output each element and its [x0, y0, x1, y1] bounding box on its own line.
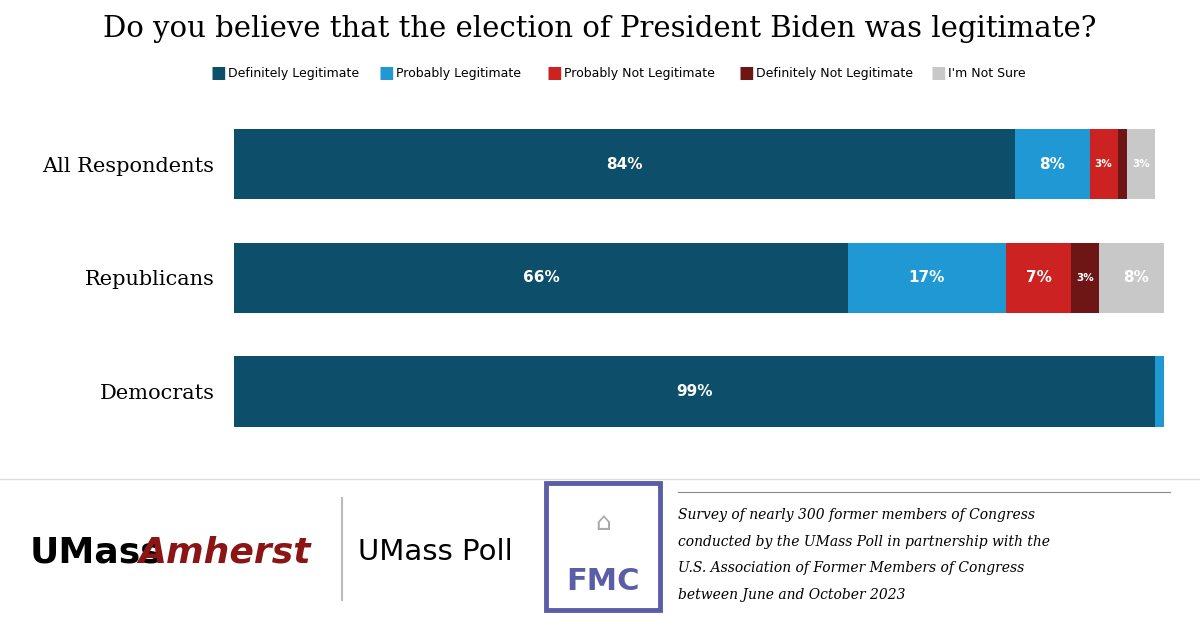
Text: 3%: 3% — [1132, 159, 1150, 169]
Text: I'm Not Sure: I'm Not Sure — [948, 67, 1026, 79]
Text: 3%: 3% — [1094, 159, 1112, 169]
Text: 8%: 8% — [1039, 157, 1066, 171]
Text: FMC: FMC — [566, 567, 640, 596]
Text: ■: ■ — [546, 64, 562, 82]
Text: ⌂: ⌂ — [595, 511, 611, 535]
Bar — [1154, 356, 1164, 427]
Text: conducted by the UMass Poll in partnership with the: conducted by the UMass Poll in partnersh… — [678, 535, 1050, 549]
Text: UMass: UMass — [30, 535, 163, 570]
Text: Definitely Not Legitimate: Definitely Not Legitimate — [756, 67, 913, 79]
Text: Probably Not Legitimate: Probably Not Legitimate — [564, 67, 715, 79]
Bar — [1090, 129, 1117, 199]
Bar — [1015, 129, 1090, 199]
Text: Do you believe that the election of President Biden was legitimate?: Do you believe that the election of Pres… — [103, 15, 1097, 43]
Bar — [1099, 243, 1174, 313]
Text: U.S. Association of Former Members of Congress: U.S. Association of Former Members of Co… — [678, 561, 1025, 575]
Bar — [848, 243, 1006, 313]
Text: 17%: 17% — [908, 271, 946, 285]
Text: 8%: 8% — [1123, 271, 1150, 285]
Text: ■: ■ — [210, 64, 226, 82]
Bar — [1127, 129, 1154, 199]
Text: Definitely Legitimate: Definitely Legitimate — [228, 67, 359, 79]
Bar — [1072, 243, 1099, 313]
Bar — [234, 129, 1015, 199]
Text: ■: ■ — [738, 64, 754, 82]
Text: Probably Legitimate: Probably Legitimate — [396, 67, 521, 79]
Text: 84%: 84% — [606, 157, 643, 171]
Text: Amherst: Amherst — [138, 535, 311, 570]
Text: UMass Poll: UMass Poll — [358, 538, 512, 566]
Text: ■: ■ — [378, 64, 394, 82]
Text: Survey of nearly 300 former members of Congress: Survey of nearly 300 former members of C… — [678, 508, 1034, 522]
Text: between June and October 2023: between June and October 2023 — [678, 588, 906, 602]
Text: 66%: 66% — [522, 271, 559, 285]
Bar — [1117, 129, 1127, 199]
Text: 3%: 3% — [1076, 273, 1094, 283]
Bar — [234, 356, 1154, 427]
Text: 7%: 7% — [1026, 271, 1051, 285]
Text: 99%: 99% — [676, 384, 713, 399]
Bar — [234, 243, 848, 313]
Bar — [1006, 243, 1072, 313]
Text: ■: ■ — [930, 64, 946, 82]
